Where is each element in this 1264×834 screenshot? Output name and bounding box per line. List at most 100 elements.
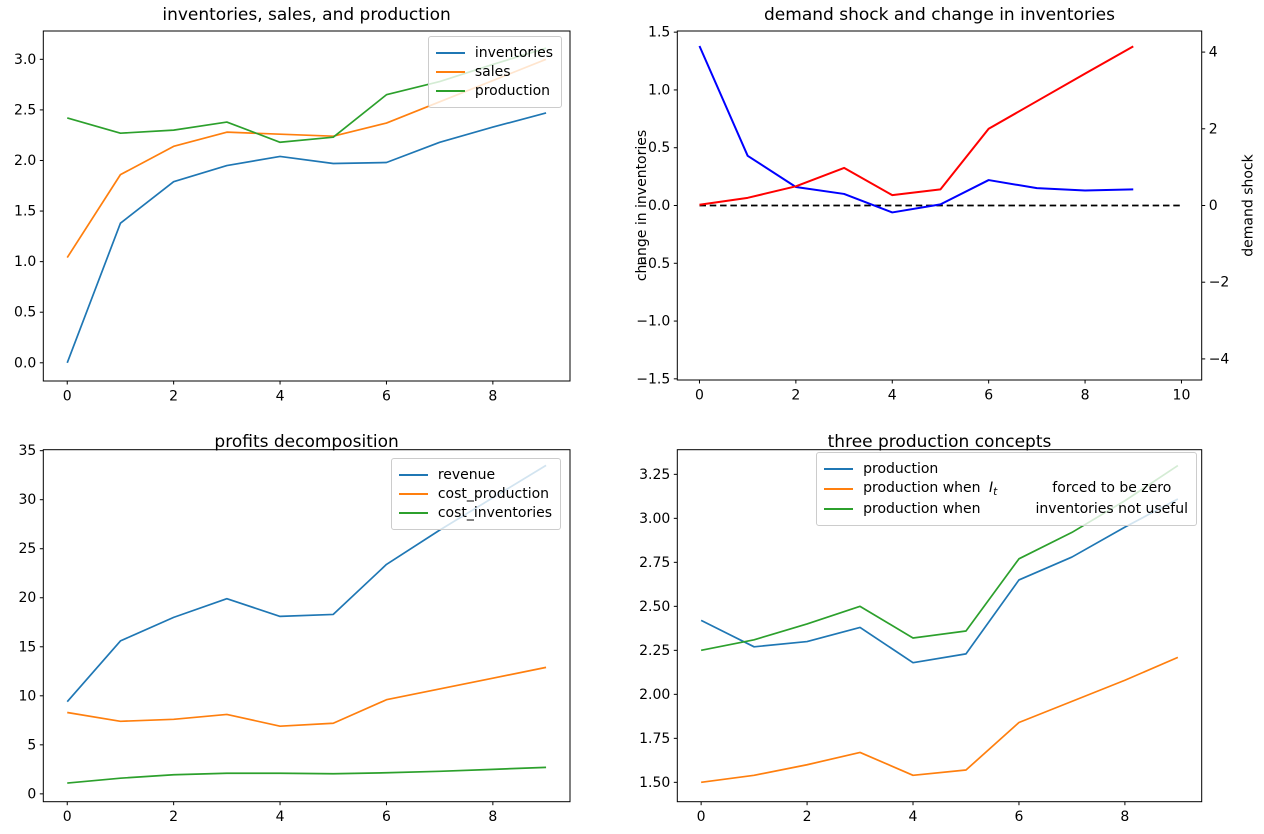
y-tick-label: 3.00 <box>639 511 670 527</box>
legend-item: cost_inventories <box>398 505 552 521</box>
legend-key-icon <box>824 507 854 511</box>
x-tick-label: 10 <box>1173 387 1191 403</box>
legend-key-icon <box>398 492 428 496</box>
legend-three-production-concepts: production production when It forced to be… <box>816 452 1197 526</box>
y-tick-label: 1.0 <box>14 254 36 270</box>
panel-three-production-concepts: 0 2 4 6 8 1.50 1.75 2.00 2.25 2.50 2.75 3.00 3.25 th… <box>632 417 1264 834</box>
plot-area-inventories-sales-production: 0 2 4 6 8 0.0 0.5 1.0 1.5 2.0 2.5 3.0 <box>14 30 571 404</box>
x-tick-label: 4 <box>276 809 285 825</box>
legend-key-icon <box>398 511 428 515</box>
legend-item: inventories <box>435 45 553 61</box>
y-tick-label: 1.5 <box>14 204 36 220</box>
legend-profits-decomposition: revenue cost_production cost_inventories <box>390 458 561 530</box>
legend-item: production <box>435 83 553 99</box>
panel-profits-decomposition: 0 2 4 6 8 0 5 10 15 20 25 30 35 profits decompositio… <box>0 417 632 834</box>
x-tick-label: 6 <box>382 809 391 825</box>
legend-item: production when It forced to be zero <box>824 480 1188 498</box>
legend-key-icon <box>435 51 465 55</box>
x-tick-label: 2 <box>169 388 178 404</box>
series-line-cost-production <box>67 666 547 728</box>
legend-label-segment: I <box>989 480 994 496</box>
series-line-production <box>700 498 1179 664</box>
x-tick-label: 0 <box>695 387 704 403</box>
legend-item: production when inventories not useful <box>824 501 1188 517</box>
legend-item: sales <box>435 64 553 80</box>
x-tick-label: 0 <box>63 388 72 404</box>
y-tick-label: 25 <box>18 541 36 557</box>
y-tick-label: 35 <box>18 443 36 459</box>
x-tick-label: 4 <box>276 388 285 404</box>
legend-label: production when inventories not useful <box>863 501 1188 517</box>
legend-label-segment: production <box>863 461 939 477</box>
y-tick-label: 2.25 <box>639 643 670 659</box>
x-tick-label: 0 <box>697 809 706 825</box>
y-tick-right-label: 4 <box>1209 45 1218 61</box>
y-tick-label: 2.50 <box>639 599 670 615</box>
x-tick-label: 6 <box>382 388 391 404</box>
legend-label: production when It forced to be zero <box>863 480 1171 498</box>
legend-label: cost_production <box>438 486 549 502</box>
x-tick-label: 4 <box>909 809 918 825</box>
y-tick-label: 2.00 <box>639 687 670 703</box>
y-tick-label: 0.0 <box>14 355 36 371</box>
legend-label-segment: inventories <box>474 45 553 61</box>
legend-item: revenue <box>398 467 552 483</box>
y-tick-right-label: −2 <box>1209 275 1230 291</box>
series-line-production-when-i-t-forced-to-be-zero <box>701 656 1179 784</box>
x-tick-label: 6 <box>984 387 993 403</box>
x-tick-label: 2 <box>169 809 178 825</box>
panel-inventories-sales-production: 0 2 4 6 8 0.0 0.5 1.0 1.5 2.0 2.5 3.0 inventories, … <box>0 0 632 417</box>
legend-label-segment: production when <box>863 480 985 496</box>
y-tick-label: 1.50 <box>639 775 670 791</box>
y-tick-label: 3.0 <box>14 52 36 68</box>
y-tick-label: 0 <box>27 786 36 802</box>
legend-label: inventories <box>475 45 553 61</box>
y-axis-label-right: demand shock <box>1241 153 1257 256</box>
plot-area-demand-shock-change-in-inventories: 0 2 4 6 8 10 −1.5 −1.0 −0.5 0.0 0.5 1.0 1.5 −4 −2 0 2 4 ch… <box>634 25 1257 404</box>
legend-label: production <box>863 461 938 477</box>
axes-spines <box>676 449 1203 803</box>
x-tick-label: 0 <box>63 809 72 825</box>
legend-label-segment: sales <box>474 64 511 80</box>
y-tick-right-label: 2 <box>1209 121 1218 137</box>
series-line-change-in-inventories <box>698 45 1134 214</box>
y-tick-label: 0.0 <box>648 198 670 214</box>
x-tick-label: 6 <box>1014 809 1023 825</box>
legend-label: production <box>475 83 550 99</box>
legend-item: production <box>824 461 1188 477</box>
y-tick-label: 0.5 <box>14 305 36 321</box>
legend-key-icon <box>824 467 854 471</box>
legend-label-segment: t <box>993 486 998 498</box>
y-tick-label: 1.0 <box>648 82 670 98</box>
x-tick-label: 8 <box>1081 387 1090 403</box>
x-tick-label: 4 <box>888 387 897 403</box>
y-tick-label: −0.5 <box>636 256 670 272</box>
panel-demand-shock-change-in-inventories: 0 2 4 6 8 10 −1.5 −1.0 −0.5 0.0 0.5 1.0 1.5 −4 −2 0 2 4 ch… <box>632 0 1264 417</box>
legend-label-segment: cost_inventories <box>437 505 552 521</box>
legend-label-segment: forced to be zero <box>1052 480 1172 496</box>
plot-area-three-production-concepts: 0 2 4 6 8 1.50 1.75 2.00 2.25 2.50 2.75 3.00 3.25 <box>639 449 1203 825</box>
legend-label: sales <box>475 64 511 80</box>
legend-label: cost_inventories <box>438 505 552 521</box>
legend-label-segment: production when <box>863 501 981 517</box>
y-tick-label: 0.5 <box>648 140 670 156</box>
chart-title-three-production-concepts: three production concepts <box>827 432 1052 452</box>
x-tick-label: 2 <box>791 387 800 403</box>
y-tick-label: 5 <box>27 737 36 753</box>
y-tick-label: 20 <box>18 590 36 606</box>
x-tick-label: 2 <box>803 809 812 825</box>
x-tick-label: 8 <box>1120 809 1129 825</box>
legend-label-segment: revenue <box>437 467 496 483</box>
y-tick-label: −1.5 <box>636 371 670 387</box>
chart-title-profits-decomposition: profits decomposition <box>214 432 399 452</box>
legend-label: revenue <box>438 467 495 483</box>
legend-key-icon <box>435 89 465 93</box>
axes-spines <box>42 30 571 382</box>
chart-title-demand-shock-change-in-inventories: demand shock and change in inventories <box>764 5 1115 25</box>
y-tick-right-label: 0 <box>1209 198 1218 214</box>
y-tick-label: 2.5 <box>14 102 36 118</box>
legend-label-segment: production <box>474 83 551 99</box>
y-tick-label: 1.75 <box>639 731 670 747</box>
axes-spines <box>676 30 1203 381</box>
